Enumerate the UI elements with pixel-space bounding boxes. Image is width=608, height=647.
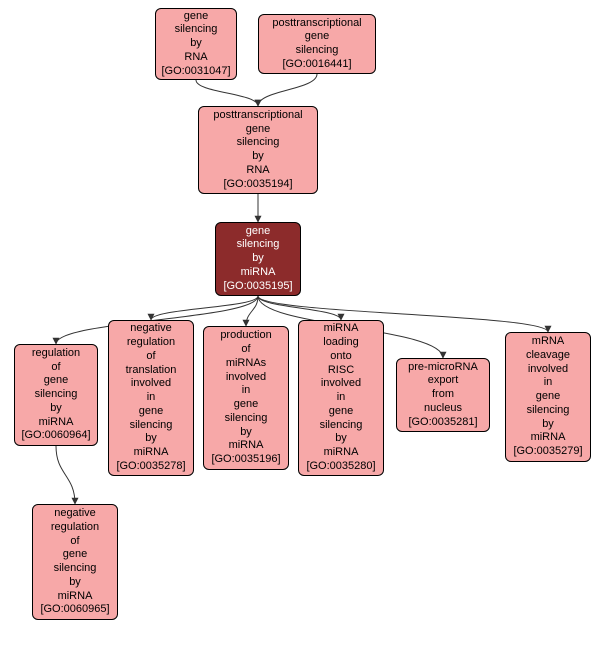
- node-line: posttranscriptional: [272, 17, 361, 31]
- node-line: negative: [54, 507, 96, 521]
- node-line: involved: [528, 363, 568, 377]
- node-line: silencing: [320, 419, 363, 433]
- node-line: RISC: [328, 364, 354, 378]
- node-line: gene: [234, 398, 258, 412]
- node-line: by: [240, 426, 252, 440]
- node-line: miRNA: [39, 416, 74, 430]
- node-line: regulation: [32, 347, 80, 361]
- node-line: gene: [139, 405, 163, 419]
- node-n8[interactable]: pre-microRNAexportfromnucleus[GO:0035281…: [396, 358, 490, 432]
- node-line: export: [428, 374, 459, 388]
- node-line: loading: [323, 336, 358, 350]
- node-n3[interactable]: genesilencingbymiRNA[GO:0035195]: [215, 222, 301, 296]
- node-line: miRNA: [134, 446, 169, 460]
- node-line: by: [252, 252, 264, 266]
- node-line: of: [70, 535, 79, 549]
- node-line: miRNAs: [226, 357, 266, 371]
- edge: [258, 74, 317, 106]
- node-line: miRNA: [324, 322, 359, 336]
- node-line: [GO:0035195]: [223, 280, 292, 294]
- node-line: miRNA: [531, 431, 566, 445]
- node-line: gene: [536, 390, 560, 404]
- node-line: posttranscriptional: [213, 109, 302, 123]
- node-n7[interactable]: miRNAloadingontoRISCinvolvedingenesilenc…: [298, 320, 384, 476]
- node-line: involved: [131, 377, 171, 391]
- edge: [258, 296, 341, 320]
- node-line: silencing: [527, 404, 570, 418]
- node-n5[interactable]: negativeregulationoftranslationinvolvedi…: [108, 320, 194, 476]
- edge: [151, 296, 258, 320]
- node-line: [GO:0016441]: [282, 58, 351, 72]
- node-line: by: [50, 402, 62, 416]
- node-line: [GO:0035279]: [513, 445, 582, 459]
- node-n1[interactable]: posttranscriptionalgenesilencing[GO:0016…: [258, 14, 376, 74]
- node-line: of: [146, 350, 155, 364]
- node-line: gene: [246, 225, 270, 239]
- node-n10[interactable]: negativeregulationofgenesilencingbymiRNA…: [32, 504, 118, 620]
- node-line: [GO:0031047]: [161, 65, 230, 79]
- node-line: silencing: [237, 238, 280, 252]
- node-line: RNA: [184, 51, 207, 65]
- edge: [196, 80, 258, 106]
- node-line: RNA: [246, 164, 269, 178]
- node-line: by: [252, 150, 264, 164]
- node-line: regulation: [127, 336, 175, 350]
- node-line: by: [145, 432, 157, 446]
- node-line: silencing: [35, 388, 78, 402]
- node-line: silencing: [225, 412, 268, 426]
- node-line: negative: [130, 322, 172, 336]
- node-line: silencing: [237, 136, 280, 150]
- node-n2[interactable]: posttranscriptionalgenesilencingbyRNA[GO…: [198, 106, 318, 194]
- node-n9[interactable]: mRNAcleavageinvolvedingenesilencingbymiR…: [505, 332, 591, 462]
- node-line: [GO:0035280]: [306, 460, 375, 474]
- node-n4[interactable]: regulationofgenesilencingbymiRNA[GO:0060…: [14, 344, 98, 446]
- node-line: gene: [329, 405, 353, 419]
- node-line: [GO:0060965]: [40, 603, 109, 617]
- node-line: production: [220, 329, 271, 343]
- node-line: silencing: [54, 562, 97, 576]
- node-line: silencing: [130, 419, 173, 433]
- node-line: translation: [126, 364, 177, 378]
- node-line: in: [337, 391, 346, 405]
- node-line: miRNA: [229, 439, 264, 453]
- node-line: pre-microRNA: [408, 361, 478, 375]
- node-line: by: [69, 576, 81, 590]
- node-line: by: [335, 432, 347, 446]
- node-n0[interactable]: genesilencingbyRNA[GO:0031047]: [155, 8, 237, 80]
- node-line: in: [544, 376, 553, 390]
- node-line: in: [147, 391, 156, 405]
- node-line: gene: [44, 374, 68, 388]
- edge: [246, 296, 258, 326]
- node-line: by: [190, 37, 202, 51]
- node-line: miRNA: [58, 590, 93, 604]
- edge: [56, 446, 75, 504]
- node-n6[interactable]: productionofmiRNAsinvolvedingenesilencin…: [203, 326, 289, 470]
- node-line: [GO:0035281]: [408, 416, 477, 430]
- node-line: [GO:0035278]: [116, 460, 185, 474]
- node-line: silencing: [175, 23, 218, 37]
- node-line: gene: [184, 10, 208, 24]
- node-line: nucleus: [424, 402, 462, 416]
- node-line: of: [241, 343, 250, 357]
- node-line: miRNA: [324, 446, 359, 460]
- node-line: regulation: [51, 521, 99, 535]
- node-line: gene: [305, 30, 329, 44]
- node-line: [GO:0060964]: [21, 429, 90, 443]
- node-line: in: [242, 384, 251, 398]
- node-line: of: [51, 361, 60, 375]
- node-line: mRNA: [532, 335, 564, 349]
- node-line: from: [432, 388, 454, 402]
- node-line: involved: [226, 371, 266, 385]
- node-line: onto: [330, 350, 351, 364]
- node-line: involved: [321, 377, 361, 391]
- node-line: gene: [246, 123, 270, 137]
- node-line: silencing: [296, 44, 339, 58]
- node-line: gene: [63, 548, 87, 562]
- node-line: [GO:0035194]: [223, 178, 292, 192]
- node-line: by: [542, 418, 554, 432]
- node-line: cleavage: [526, 349, 570, 363]
- node-line: miRNA: [241, 266, 276, 280]
- node-line: [GO:0035196]: [211, 453, 280, 467]
